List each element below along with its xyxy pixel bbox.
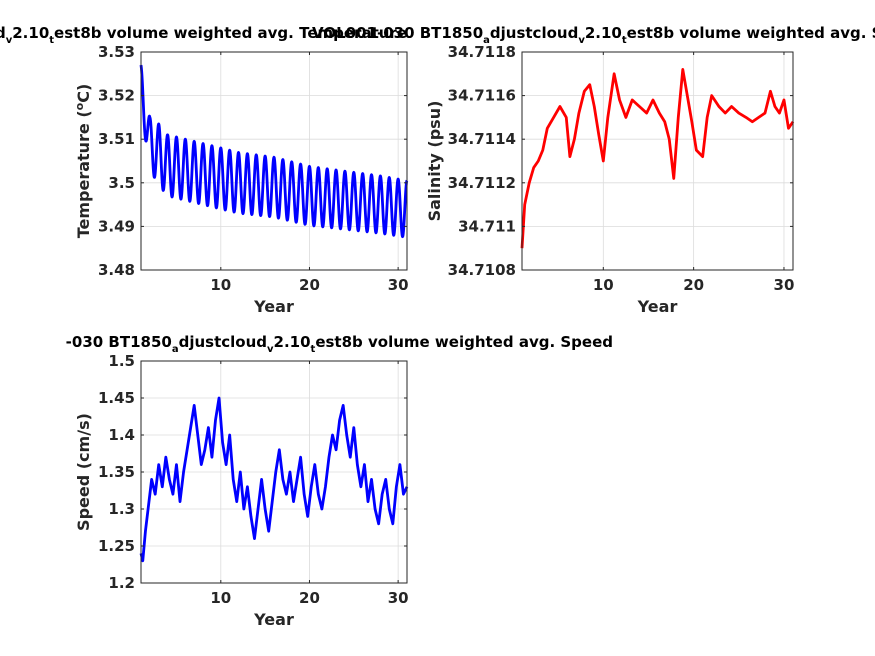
y-tick-label: 34.711 [458,217,516,235]
chart-title: VOL001-030 BT1850adjustcloudv2.10test8b … [312,24,875,46]
y-tick-label: 3.5 [108,174,135,192]
x-tick-label: 30 [388,589,409,607]
y-axis-label: Speed (cm/s) [74,413,93,531]
plot-frame [140,51,408,271]
x-axis-label: Year [253,610,294,629]
y-tick-label: 34.7116 [448,87,516,105]
y-tick-label: 1.2 [108,574,135,592]
y-tick-label: 1.45 [98,389,135,407]
plot-frame [521,51,794,271]
series-line-1 [139,64,409,239]
y-tick-label: 3.52 [98,87,135,105]
y-axis-label: Salinity (psu) [425,101,444,222]
y-tick-label: 1.3 [108,500,135,518]
y-tick-label: 34.7114 [448,130,516,148]
x-axis-label: Year [253,297,294,316]
x-tick-label: 10 [593,276,614,294]
y-tick-label: 34.7108 [448,261,516,279]
series-line-1 [139,396,409,563]
y-tick-label: 1.35 [98,463,135,481]
series-line-1 [520,68,795,249]
x-tick-label: 20 [299,276,320,294]
x-tick-label: 10 [210,589,231,607]
y-tick-label: 34.7118 [448,43,516,61]
x-axis-label: Year [637,297,678,316]
chart-panel-3: 10 20 30 1.2 1.25 1.3 1.35 1.4 1.45 1.5 Year Speed … [66,333,613,629]
y-tick-label: 3.48 [98,261,135,279]
x-tick-label: 20 [683,276,704,294]
y-tick-label: 1.25 [98,537,135,555]
chart-title: -030 BT1850adjustcloudv2.10test8b volume… [66,333,613,355]
y-tick-label: 3.53 [98,43,135,61]
chart-title: 0 BT1850adjustcloudv2.10test8b volume we… [0,24,407,46]
y-tick-label: 3.49 [98,217,135,235]
y-tick-label: 1.5 [108,352,135,370]
y-tick-label: 1.4 [108,426,135,444]
x-tick-label: 30 [774,276,795,294]
chart-panel-2: 10 20 30 34.7108 34.711 34.7112 34.7114 34.7116… [312,24,875,316]
x-tick-label: 30 [388,276,409,294]
y-tick-label: 34.7112 [448,174,516,192]
x-tick-label: 20 [299,589,320,607]
x-tick-label: 10 [210,276,231,294]
chart-panel-1: 10 20 30 3.48 3.49 3.5 3.51 3.52 3.53 Year Tempera… [0,24,409,316]
y-tick-label: 3.51 [98,130,135,148]
y-axis-label: Temperature (oC) [73,84,93,239]
